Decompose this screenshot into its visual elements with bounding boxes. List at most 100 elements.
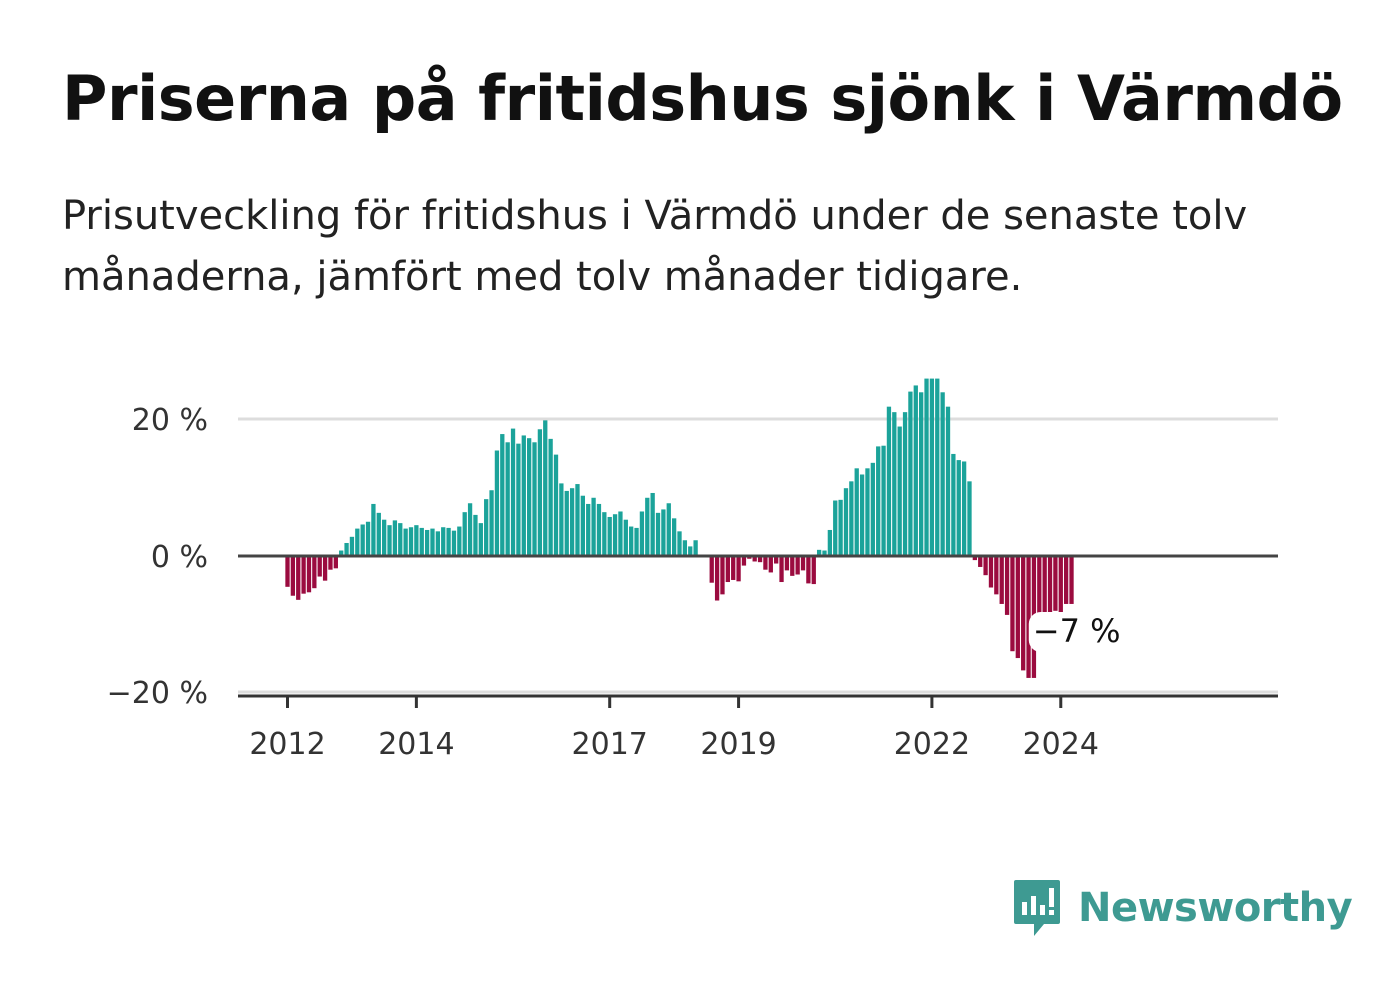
bar	[967, 481, 972, 556]
bar	[709, 556, 714, 583]
bar	[1069, 556, 1074, 604]
bar	[521, 435, 526, 556]
bar	[816, 549, 822, 557]
bar	[355, 528, 360, 556]
bar	[580, 495, 585, 556]
bar	[430, 528, 435, 556]
bar	[876, 446, 881, 556]
bar	[446, 527, 451, 556]
bar	[548, 438, 553, 557]
bar	[1053, 556, 1058, 611]
bar	[360, 524, 365, 556]
bar	[843, 488, 849, 556]
bar	[849, 481, 854, 556]
bar	[892, 412, 897, 556]
bar	[854, 468, 859, 556]
bar	[559, 483, 564, 556]
bar	[919, 392, 924, 556]
bar	[800, 556, 806, 571]
bar	[596, 503, 602, 556]
bar	[655, 512, 661, 556]
bar	[827, 529, 833, 556]
x-tick-label: 2022	[894, 727, 970, 762]
bar	[1058, 556, 1063, 613]
bar	[714, 556, 720, 601]
bar	[569, 488, 575, 556]
bar	[859, 474, 865, 557]
bar	[623, 519, 628, 556]
bar	[752, 556, 757, 562]
bar	[591, 497, 596, 556]
bar	[505, 442, 510, 556]
bar	[344, 542, 349, 556]
bar	[408, 527, 414, 556]
bar	[494, 450, 500, 556]
bar	[435, 531, 441, 556]
brand-logo: Newsworthy	[1012, 878, 1353, 938]
bar	[833, 500, 838, 556]
bar	[629, 526, 634, 556]
bar	[296, 556, 301, 600]
bar	[484, 499, 489, 556]
bar	[972, 556, 978, 561]
bar	[908, 391, 913, 556]
bar	[757, 556, 763, 563]
bar	[500, 434, 505, 556]
bar	[677, 531, 682, 556]
bar	[870, 462, 875, 556]
bar	[575, 484, 580, 556]
bar	[741, 556, 747, 566]
tick-labels: 20 % 0 % −20 % 2012 2014 2017 2019 2022 2024	[107, 403, 1099, 762]
bar	[478, 523, 483, 556]
bar	[666, 503, 671, 556]
bar	[994, 556, 999, 595]
bar	[586, 503, 591, 556]
bar	[333, 556, 338, 569]
bar	[414, 525, 419, 556]
bar	[376, 512, 381, 556]
bar	[1042, 556, 1047, 624]
bar	[945, 406, 951, 556]
bar	[602, 512, 607, 556]
bar	[650, 492, 655, 556]
bar	[779, 556, 784, 583]
bar	[516, 443, 521, 556]
bar	[317, 556, 322, 577]
bar	[424, 529, 430, 556]
bar	[806, 556, 811, 584]
bar	[897, 426, 902, 556]
x-tick-label: 2012	[249, 727, 325, 762]
bar	[457, 526, 462, 556]
newsworthy-chart-bubble-icon	[1014, 880, 1060, 936]
bar	[489, 490, 494, 556]
bar	[467, 503, 473, 556]
bar	[382, 519, 387, 556]
bar	[720, 556, 725, 595]
bar	[1010, 556, 1015, 652]
chart-title: Priserna på fritidshus sjönk i Värmdö	[62, 62, 1343, 135]
bar	[902, 412, 908, 556]
bar	[924, 378, 929, 556]
x-tick-label: 2014	[378, 727, 454, 762]
bar	[322, 556, 328, 581]
bar	[999, 556, 1004, 604]
bar	[290, 556, 296, 596]
bar	[306, 556, 312, 593]
bar	[763, 556, 768, 570]
bar	[553, 454, 559, 556]
bar	[784, 556, 790, 571]
bar	[961, 461, 967, 556]
bar	[795, 556, 800, 575]
bar	[392, 520, 398, 556]
bar	[725, 556, 730, 583]
bar	[473, 514, 478, 556]
bar	[822, 550, 827, 556]
x-tick-label: 2024	[1023, 727, 1099, 762]
bar	[886, 406, 892, 556]
bar	[634, 527, 639, 556]
bar	[661, 509, 666, 556]
y-tick-label: 0 %	[151, 540, 208, 575]
bar	[451, 530, 457, 556]
bar	[671, 518, 677, 556]
